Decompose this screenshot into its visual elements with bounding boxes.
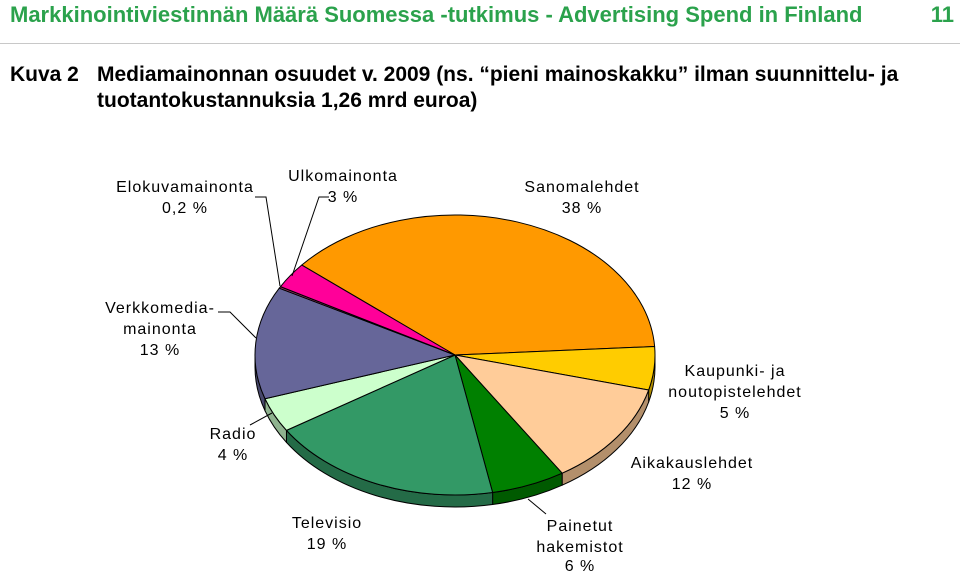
slice-value-elokuvamainonta: 0,2 %	[162, 200, 208, 217]
slice-label-ulkomainonta: Ulkomainonta	[288, 168, 398, 185]
pie-slice-sanomalehdet	[301, 214, 656, 356]
leader-lines	[218, 196, 547, 515]
slice-label-elokuvamainonta: Elokuvamainonta	[116, 179, 254, 196]
slice-value-televisio: 19 %	[307, 536, 347, 553]
leader-line-elokuvamainonta	[255, 196, 281, 287]
slice-label-aikakauslehdet: Aikakauslehdet	[631, 455, 754, 472]
leader-line-painetut-hakemistot	[527, 498, 547, 515]
pie-slice-televisio	[285, 354, 494, 496]
slice-value-painetut-hakemistot: 6 %	[565, 558, 596, 574]
data-labels: Sanomalehdet 38 % Kaupunki- ja noutopist…	[105, 168, 801, 574]
slice-label-radio: Radio	[210, 426, 257, 443]
slice-value-aikakauslehdet: 12 %	[672, 476, 712, 493]
pie-slice-ulkomainonta	[279, 264, 456, 356]
slice-label-sanomalehdet: Sanomalehdet	[524, 179, 639, 196]
slice-value-verkkomediamainonta: 13 %	[140, 342, 180, 359]
slice-value-ulkomainonta: 3 %	[328, 189, 359, 206]
leader-line-verkkomediamainonta	[218, 311, 257, 339]
figure-label: Kuva 2	[10, 63, 79, 86]
figure-caption-line: Mediamainonnan osuudet v. 2009 (ns. “pie…	[97, 63, 899, 86]
slice-label-kaupunki-ja-noutopistelehdet: noutopistelehdet	[668, 384, 801, 401]
pie-chart: Sanomalehdet 38 % Kaupunki- ja noutopist…	[105, 168, 801, 574]
leader-line-ulkomainonta	[291, 196, 329, 277]
slice-value-radio: 4 %	[218, 447, 249, 464]
slice-label-verkkomediamainonta: Verkkomedia-	[105, 300, 215, 317]
slice-label-televisio: Televisio	[292, 515, 362, 532]
pie-sides	[254, 354, 656, 508]
figure-caption-line: tuotantokustannuksia 1,26 mrd euroa)	[97, 89, 478, 112]
page-number: 11	[930, 2, 954, 27]
pie-slices	[254, 214, 656, 496]
slice-label-verkkomediamainonta: mainonta	[123, 321, 197, 338]
header-title: Markkinointiviestinnän Määrä Suomessa -t…	[10, 2, 863, 27]
pie-slice-aikakauslehdet	[454, 354, 650, 474]
slice-label-kaupunki-ja-noutopistelehdet: Kaupunki- ja	[685, 363, 786, 380]
pie-slice-verkkomedia-mainonta	[254, 287, 456, 400]
slice-label-painetut-hakemistot: Painetut	[547, 518, 614, 535]
slice-value-sanomalehdet: 38 %	[562, 200, 602, 217]
leader-line-radio	[249, 412, 273, 426]
figure-caption: Mediamainonnan osuudet v. 2009 (ns. “pie…	[97, 62, 898, 114]
slice-label-painetut-hakemistot: hakemistot	[536, 539, 623, 556]
slice-value-kaupunki-ja-noutopistelehdet: 5 %	[720, 405, 751, 422]
header-divider	[0, 43, 960, 44]
